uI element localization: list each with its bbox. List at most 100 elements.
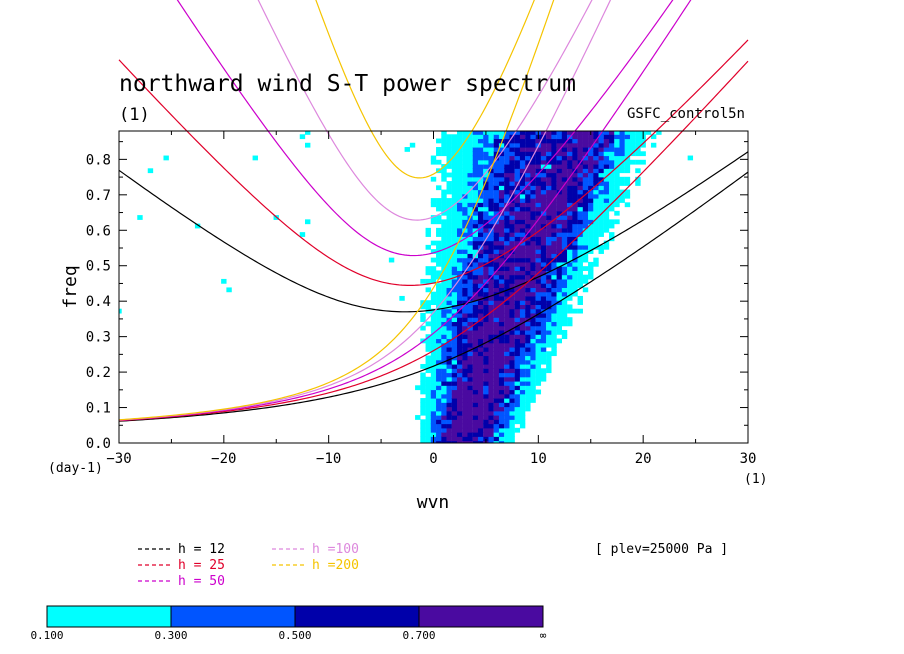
power-cell [451, 321, 458, 327]
power-cell [483, 227, 489, 233]
power-cell [467, 427, 473, 433]
power-cell [514, 185, 521, 191]
power-cell [446, 164, 452, 169]
power-cell [567, 159, 573, 165]
power-cell [467, 368, 473, 374]
power-cell [561, 227, 568, 233]
power-cell [436, 206, 442, 212]
power-cell [546, 270, 552, 276]
power-cell [430, 202, 437, 208]
power-cell [457, 176, 463, 182]
power-cell [530, 189, 536, 195]
power-cell [483, 193, 489, 199]
power-cell [561, 151, 568, 157]
power-cell [535, 261, 542, 267]
power-cell [609, 131, 615, 135]
power-cell [488, 381, 494, 386]
power-cell [462, 215, 468, 220]
power-cell [451, 308, 458, 314]
power-cell [530, 338, 536, 344]
power-cell [504, 440, 510, 443]
power-cell [577, 295, 583, 301]
power-cell [640, 151, 646, 157]
power-cell [451, 427, 458, 433]
power-cell [535, 329, 542, 335]
power-cell [509, 304, 515, 310]
y-tick-label: 0.5 [86, 259, 111, 275]
power-cell [519, 376, 526, 382]
power-cell [446, 423, 452, 429]
power-cell [436, 402, 442, 408]
power-cell [504, 240, 510, 246]
power-cell [472, 325, 479, 331]
power-cell [457, 295, 463, 301]
power-cell [493, 185, 500, 191]
power-cell [504, 317, 510, 323]
power-cell [572, 249, 578, 254]
power-cell [540, 193, 547, 199]
power-cell [551, 189, 557, 195]
power-cell [462, 351, 468, 357]
power-cell [467, 151, 473, 157]
power-cell [551, 172, 557, 178]
power-cell [504, 266, 510, 271]
power-cell [509, 249, 515, 254]
power-cell [588, 202, 594, 208]
axis-ticks: −30 −20 −10 0 10 20 300.00.10.20.30.40.50.60.7… [86, 131, 756, 467]
power-cell [488, 300, 494, 305]
power-cell [540, 376, 547, 382]
power-cell [514, 202, 521, 208]
power-cell [504, 131, 510, 135]
power-cell [462, 232, 468, 237]
power-cell [582, 131, 589, 135]
power-cell [598, 189, 604, 195]
power-cell [451, 287, 458, 293]
power-cell [483, 427, 489, 433]
power-cell [504, 300, 510, 305]
power-cell [488, 325, 494, 331]
power-cell [577, 308, 583, 314]
power-cell [588, 164, 594, 169]
power-cell [546, 291, 552, 297]
power-cell [509, 164, 515, 169]
power-cell [687, 155, 694, 161]
power-cell [488, 138, 494, 144]
power-cell [514, 338, 521, 344]
power-cell [504, 291, 510, 297]
power-cell [567, 236, 573, 242]
power-cell [556, 295, 562, 301]
power-cell [519, 372, 526, 378]
power-cell [519, 347, 526, 352]
power-cell [635, 131, 641, 135]
power-cell [430, 291, 437, 297]
power-cell [425, 359, 431, 365]
power-cell [430, 423, 437, 429]
power-cell [519, 176, 526, 182]
power-cell [519, 359, 526, 365]
power-cell [457, 381, 463, 386]
power-cell [441, 206, 447, 212]
power-cell [582, 198, 589, 203]
power-cell [472, 304, 479, 310]
power-cell [546, 219, 552, 225]
power-cell [483, 215, 489, 220]
power-cell [603, 185, 610, 191]
power-cell [572, 283, 578, 288]
power-cell [619, 151, 625, 157]
power-cell [477, 278, 484, 284]
power-cell [493, 419, 500, 425]
power-cell [441, 240, 447, 246]
power-cell [551, 253, 557, 259]
power-cell [519, 261, 526, 267]
power-cell [504, 432, 510, 437]
power-cell [514, 402, 521, 408]
power-cell [483, 342, 489, 348]
power-cell [477, 385, 484, 391]
power-cell [546, 364, 552, 369]
power-cell [483, 334, 489, 340]
power-cell [504, 359, 510, 365]
power-cell [582, 159, 589, 165]
power-cell [624, 159, 631, 165]
power-cell [446, 351, 452, 357]
power-cell [504, 261, 510, 267]
